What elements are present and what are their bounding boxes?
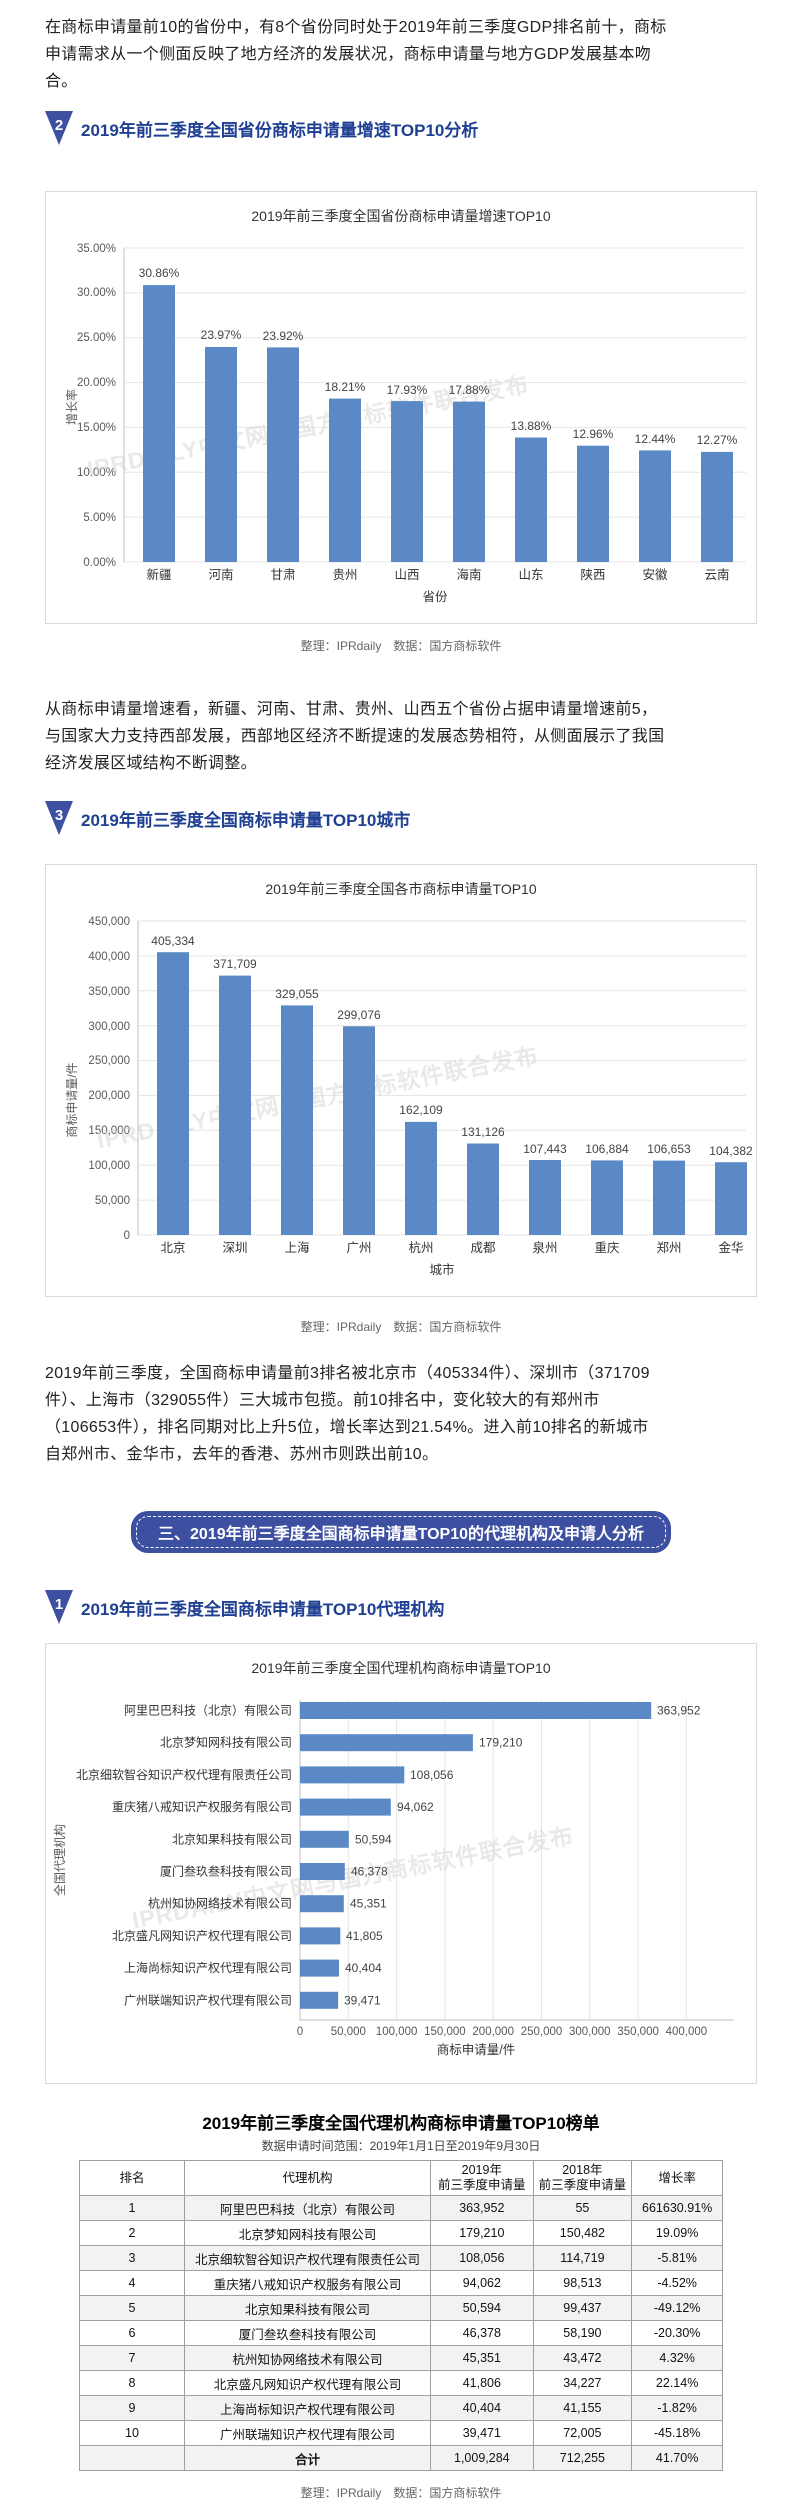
svg-text:450,000: 450,000 <box>88 916 130 928</box>
svg-text:30.00%: 30.00% <box>77 287 116 299</box>
svg-text:371,709: 371,709 <box>213 957 257 971</box>
svg-text:全国代理机构: 全国代理机构 <box>52 1824 67 1896</box>
svg-text:北京: 北京 <box>160 1241 185 1255</box>
svg-text:新疆: 新疆 <box>146 567 171 582</box>
svg-text:广州联端知识产权代理有限公司: 广州联端知识产权代理有限公司 <box>124 1993 292 2007</box>
svg-text:山东: 山东 <box>518 568 543 582</box>
svg-text:300,000: 300,000 <box>88 1021 130 1033</box>
svg-text:400,000: 400,000 <box>88 951 130 963</box>
svg-text:45,351: 45,351 <box>350 1897 387 1911</box>
svg-text:17.88%: 17.88% <box>449 383 490 397</box>
svg-text:46,378: 46,378 <box>351 1865 388 1879</box>
svg-text:深圳: 深圳 <box>222 1241 247 1255</box>
svg-text:1: 1 <box>55 1596 63 1613</box>
svg-text:陕西: 陕西 <box>580 567 605 582</box>
svg-text:北京细软智谷知识产权代理有限责任公司: 北京细软智谷知识产权代理有限责任公司 <box>76 1767 292 1782</box>
svg-text:城市: 城市 <box>429 1262 454 1277</box>
svg-text:云南: 云南 <box>704 567 729 582</box>
svg-text:增长率: 增长率 <box>64 389 79 425</box>
svg-text:50,594: 50,594 <box>355 1832 392 1846</box>
svg-text:0: 0 <box>124 1230 130 1242</box>
svg-text:2: 2 <box>55 117 63 134</box>
svg-text:200,000: 200,000 <box>472 2026 514 2038</box>
svg-text:250,000: 250,000 <box>88 1055 130 1067</box>
svg-text:广州: 广州 <box>346 1241 371 1255</box>
svg-text:23.92%: 23.92% <box>263 329 304 343</box>
svg-text:重庆: 重庆 <box>594 1240 620 1255</box>
svg-text:12.44%: 12.44% <box>635 432 676 446</box>
svg-text:0.00%: 0.00% <box>83 557 116 569</box>
svg-text:河南: 河南 <box>208 567 233 582</box>
svg-text:150,000: 150,000 <box>424 2026 466 2038</box>
svg-text:17.93%: 17.93% <box>387 383 428 397</box>
svg-text:30.86%: 30.86% <box>139 266 180 280</box>
svg-text:20.00%: 20.00% <box>77 377 116 389</box>
svg-text:成都: 成都 <box>470 1241 496 1255</box>
svg-text:15.00%: 15.00% <box>77 422 116 434</box>
svg-text:106,884: 106,884 <box>585 1142 629 1156</box>
svg-text:杭州: 杭州 <box>408 1240 433 1255</box>
svg-text:商标申请量/件: 商标申请量/件 <box>64 1062 79 1137</box>
svg-text:厦门叁玖叁科技有限公司: 厦门叁玖叁科技有限公司 <box>160 1864 292 1879</box>
svg-text:108,056: 108,056 <box>410 1768 454 1782</box>
svg-text:山西: 山西 <box>394 568 419 582</box>
svg-text:363,952: 363,952 <box>657 1704 701 1718</box>
svg-text:100,000: 100,000 <box>376 2026 418 2038</box>
svg-text:12.96%: 12.96% <box>573 427 614 441</box>
svg-text:405,334: 405,334 <box>151 934 195 948</box>
svg-text:23.97%: 23.97% <box>201 328 242 342</box>
svg-text:贵州: 贵州 <box>332 568 357 582</box>
svg-text:安徽: 安徽 <box>642 567 668 582</box>
svg-text:299,076: 299,076 <box>337 1008 381 1022</box>
svg-text:104,382: 104,382 <box>709 1144 753 1158</box>
svg-text:400,000: 400,000 <box>666 2026 708 2038</box>
svg-text:金华: 金华 <box>718 1240 743 1255</box>
svg-text:50,000: 50,000 <box>331 2026 366 2038</box>
svg-text:200,000: 200,000 <box>88 1090 130 1102</box>
svg-text:泉州: 泉州 <box>532 1240 557 1255</box>
svg-text:12.27%: 12.27% <box>697 433 738 447</box>
svg-text:3: 3 <box>55 807 63 824</box>
svg-text:40,404: 40,404 <box>345 1961 382 1975</box>
svg-text:北京盛凡网知识产权代理有限公司: 北京盛凡网知识产权代理有限公司 <box>112 1928 292 1943</box>
svg-text:329,055: 329,055 <box>275 987 319 1001</box>
svg-text:北京梦知网科技有限公司: 北京梦知网科技有限公司 <box>160 1736 292 1750</box>
svg-text:300,000: 300,000 <box>569 2026 611 2038</box>
svg-text:5.00%: 5.00% <box>83 512 116 524</box>
svg-text:上海尚标知识产权代理有限公司: 上海尚标知识产权代理有限公司 <box>124 1960 292 1975</box>
svg-text:179,210: 179,210 <box>479 1736 523 1750</box>
svg-text:39,471: 39,471 <box>344 1993 381 2007</box>
svg-text:107,443: 107,443 <box>523 1142 567 1156</box>
svg-text:350,000: 350,000 <box>88 986 130 998</box>
svg-text:162,109: 162,109 <box>399 1103 443 1117</box>
svg-text:郑州: 郑州 <box>656 1240 681 1255</box>
svg-text:100,000: 100,000 <box>88 1160 130 1172</box>
svg-text:41,805: 41,805 <box>346 1929 383 1943</box>
svg-text:18.21%: 18.21% <box>325 380 366 394</box>
svg-text:131,126: 131,126 <box>461 1125 505 1139</box>
svg-text:25.00%: 25.00% <box>77 332 116 344</box>
svg-text:250,000: 250,000 <box>521 2026 563 2038</box>
svg-text:甘肃: 甘肃 <box>270 568 295 582</box>
svg-text:杭州知协网络技术有限公司: 杭州知协网络技术有限公司 <box>148 1896 292 1911</box>
svg-text:94,062: 94,062 <box>397 1800 434 1814</box>
svg-text:阿里巴巴科技（北京）有限公司: 阿里巴巴科技（北京）有限公司 <box>124 1704 292 1718</box>
svg-text:0: 0 <box>297 2026 303 2038</box>
svg-text:13.88%: 13.88% <box>511 419 552 433</box>
svg-text:50,000: 50,000 <box>95 1195 130 1207</box>
svg-text:106,653: 106,653 <box>647 1142 691 1156</box>
svg-text:海南: 海南 <box>456 567 481 582</box>
svg-text:上海: 上海 <box>284 1240 310 1255</box>
svg-text:商标申请量/件: 商标申请量/件 <box>437 2042 515 2057</box>
svg-text:北京知果科技有限公司: 北京知果科技有限公司 <box>172 1832 292 1846</box>
svg-text:重庆猪八戒知识产权服务有限公司: 重庆猪八戒知识产权服务有限公司 <box>112 1799 292 1814</box>
svg-text:350,000: 350,000 <box>617 2026 659 2038</box>
svg-text:省份: 省份 <box>422 590 448 604</box>
svg-text:35.00%: 35.00% <box>77 243 116 255</box>
